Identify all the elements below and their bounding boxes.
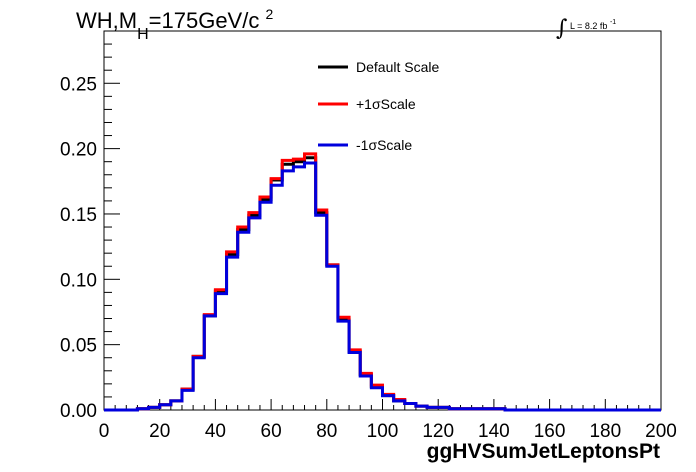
luminosity-text: L = 8.2 fb [569, 21, 608, 31]
title-subscript: H [137, 26, 149, 43]
x-tick-label: 100 [367, 421, 399, 442]
x-tick-label: 160 [534, 421, 566, 442]
integral-symbol: ∫ [556, 16, 568, 41]
y-tick-label: 0.10 [60, 270, 97, 291]
y-tick-label: 0.20 [60, 140, 97, 161]
x-axis-label: ggHVSumJetLeptonsPt [426, 440, 660, 463]
plot-frame [103, 30, 662, 411]
x-tick-label: 200 [645, 421, 677, 442]
legend-label: Default Scale [356, 59, 439, 75]
x-tick-label: 140 [478, 421, 510, 442]
y-tick-label: 0.05 [60, 336, 97, 357]
x-tick-label: 40 [205, 421, 226, 442]
title-mid: =175GeV/c [148, 8, 260, 33]
title-superscript: 2 [265, 6, 274, 22]
series-line-default-scale [104, 156, 661, 412]
legend: Default Scale +1σScale -1σScale [318, 59, 439, 153]
y-tick-label: 0.15 [60, 205, 97, 226]
series-line--1-scale [104, 152, 661, 412]
luminosity-label: ∫ L = 8.2 fb -1 [556, 10, 617, 41]
x-tick-label: 0 [99, 421, 110, 442]
x-tick-label: 60 [261, 421, 282, 442]
chart-title: WH,MH=175GeV/c 2 [76, 6, 274, 43]
y-tick-label: 0.25 [60, 74, 97, 95]
x-tick-label: 80 [316, 421, 337, 442]
luminosity-superscript: -1 [609, 19, 617, 26]
title-prefix: WH,M [76, 8, 138, 33]
x-tick-label: 120 [422, 421, 454, 442]
series-line--1-scale [104, 161, 661, 412]
x-tick-label: 180 [589, 421, 621, 442]
legend-label: -1σScale [356, 137, 412, 153]
y-tick-label: 0.00 [60, 401, 97, 422]
legend-label: +1σScale [356, 96, 416, 112]
x-tick-label: 20 [149, 421, 170, 442]
